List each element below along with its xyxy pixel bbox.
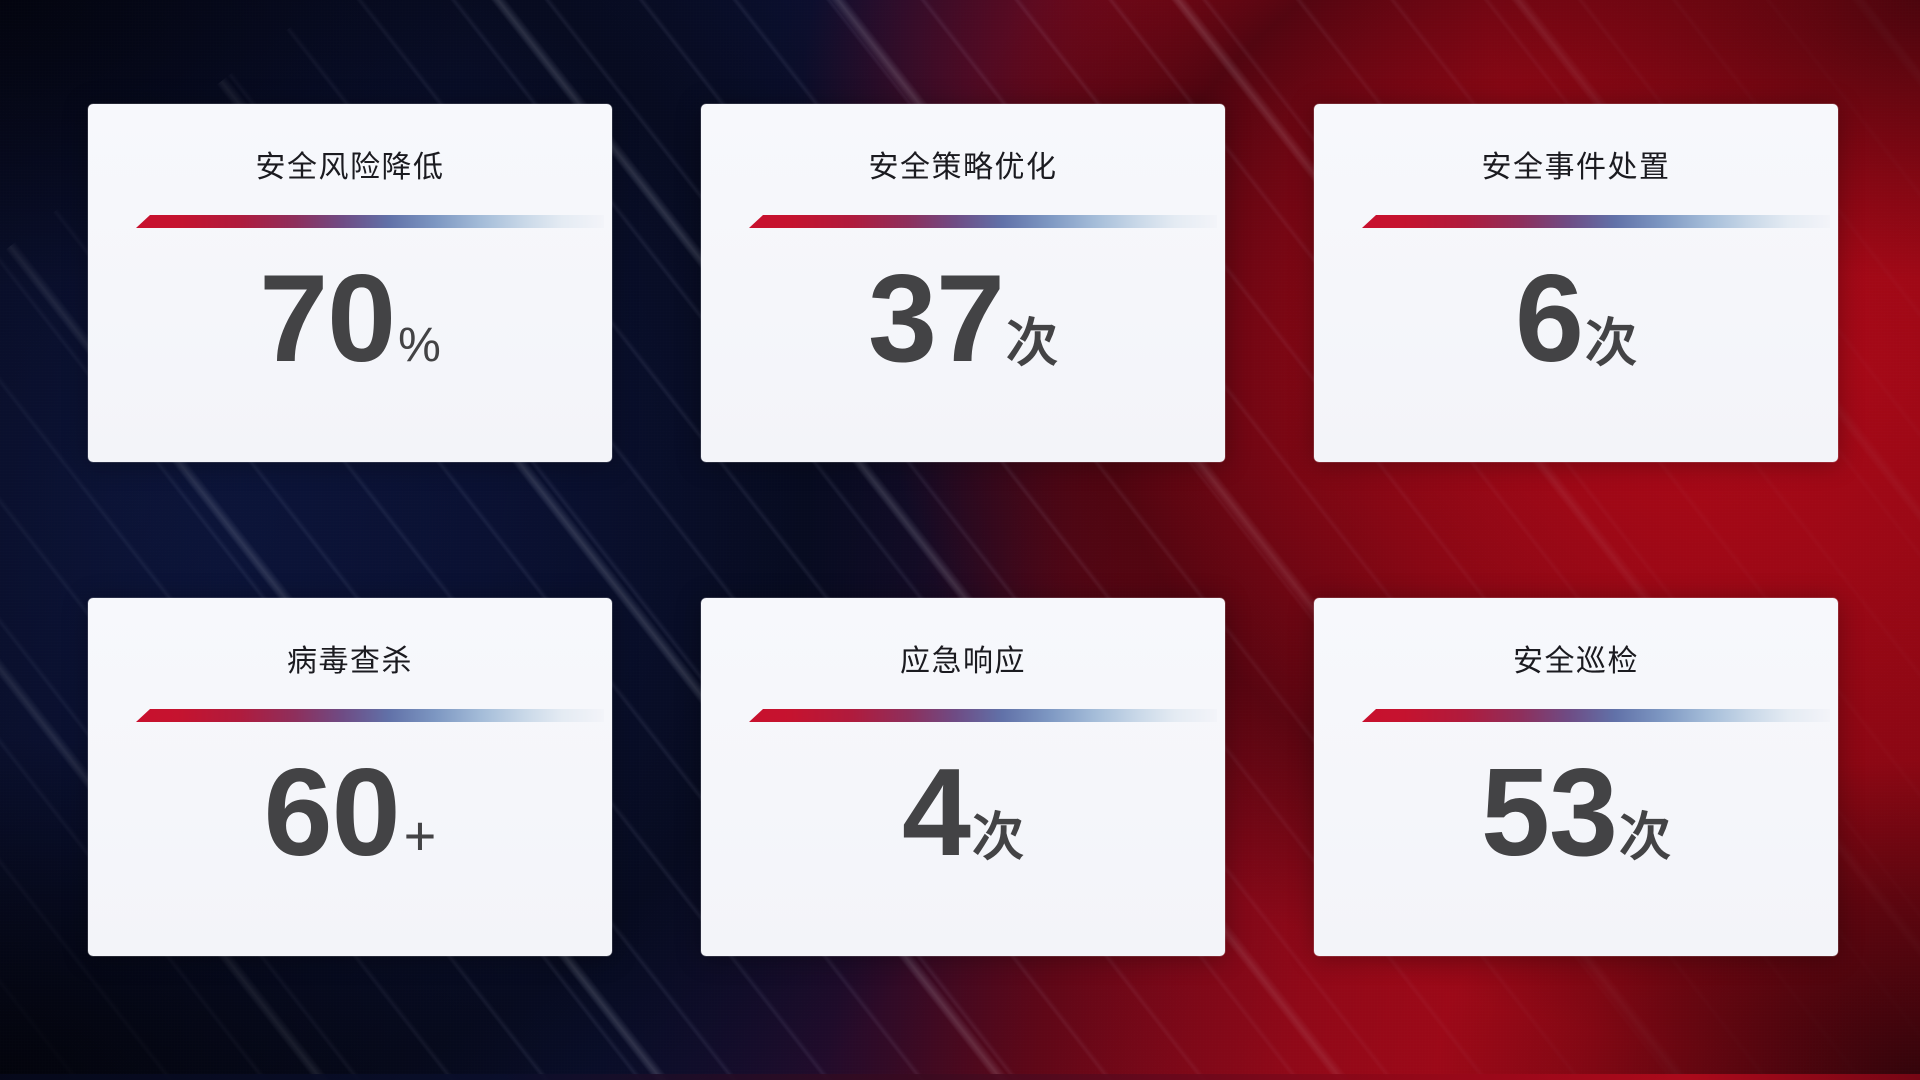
metric-value-unit: % <box>398 319 441 372</box>
metric-card-security-risk-reduction[interactable]: 安全风险降低 70% <box>88 104 612 462</box>
metric-value-number: 53 <box>1481 744 1618 882</box>
metric-card-value: 53 次 <box>1314 751 1838 875</box>
metric-card-title: 应急响应 <box>900 645 1026 678</box>
gradient-divider-bar-icon <box>136 709 604 722</box>
gradient-divider-bar-icon <box>1362 215 1830 228</box>
metric-card-value: 37 次 <box>701 257 1225 381</box>
metric-card-security-policy-optimization[interactable]: 安全策略优化 37 次 <box>701 104 1225 462</box>
metric-card-title: 安全巡检 <box>1513 645 1639 678</box>
metric-value-number: 4 <box>902 744 971 882</box>
metric-value-unit: 次 <box>971 809 1024 867</box>
metric-card-title: 安全策略优化 <box>868 151 1058 184</box>
metric-card-grid: 安全风险降低 70% 安全策略优化 37 次安全事件处置 6 次病毒查杀 60 + 应急响应 4 次安… <box>88 104 1838 956</box>
gradient-divider-bar-icon <box>136 215 604 228</box>
metric-card-title: 安全事件处置 <box>1481 151 1671 184</box>
metric-card-title: 病毒查杀 <box>287 645 413 678</box>
metric-card-divider-wrap <box>701 709 1225 722</box>
metric-card-divider-wrap <box>701 215 1225 228</box>
metric-value-unit: 次 <box>1584 315 1637 373</box>
metric-card-divider-wrap <box>1314 215 1838 228</box>
metric-value-number: 60 <box>263 744 401 882</box>
metric-card-value: 70% <box>88 257 612 381</box>
metric-value-number: 37 <box>868 250 1005 388</box>
metric-value-number: 70 <box>259 250 396 388</box>
bottom-edge-strip <box>0 1074 1920 1080</box>
metric-value-unit: + <box>403 804 437 867</box>
metric-card-divider-wrap <box>88 709 612 722</box>
metric-card-divider-wrap <box>88 215 612 228</box>
metric-value-unit: 次 <box>1005 315 1058 373</box>
metric-card-emergency-response[interactable]: 应急响应 4 次 <box>701 598 1225 956</box>
metric-card-security-inspection[interactable]: 安全巡检 53 次 <box>1314 598 1838 956</box>
metric-card-virus-scanning[interactable]: 病毒查杀 60 + <box>88 598 612 956</box>
gradient-divider-bar-icon <box>749 215 1217 228</box>
metric-card-value: 60 + <box>88 751 612 875</box>
metric-card-security-incident-handling[interactable]: 安全事件处置 6 次 <box>1314 104 1838 462</box>
metric-card-title: 安全风险降低 <box>255 151 445 184</box>
gradient-divider-bar-icon <box>1362 709 1830 722</box>
metric-card-divider-wrap <box>1314 709 1838 722</box>
metric-value-number: 6 <box>1515 250 1584 388</box>
metric-value-unit: 次 <box>1618 809 1671 867</box>
gradient-divider-bar-icon <box>749 709 1217 722</box>
